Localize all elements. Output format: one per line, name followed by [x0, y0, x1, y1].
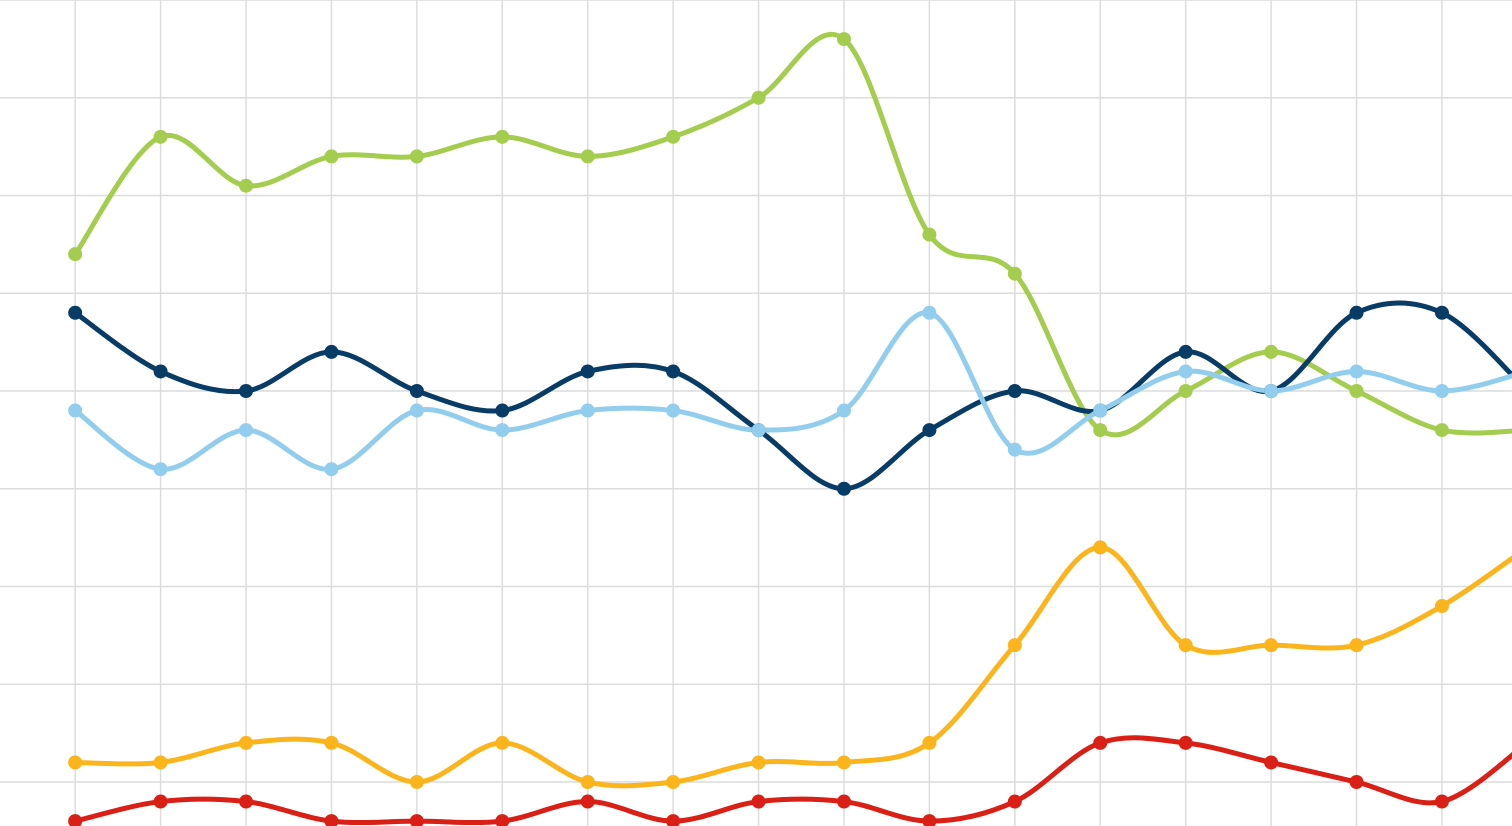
data-point-series-3-16: [1434, 384, 1449, 399]
data-point-series-4-13: [1178, 638, 1193, 653]
data-point-series-5-2: [239, 794, 254, 809]
data-point-series-5-7: [666, 814, 681, 826]
series-line-4: [72, 544, 1512, 789]
data-point-series-4-7: [666, 775, 681, 790]
data-point-series-3-15: [1349, 364, 1364, 379]
data-point-series-3-8: [751, 423, 766, 438]
vertical-gridlines: [74, 0, 1443, 826]
data-point-series-3-2: [239, 423, 254, 438]
data-point-series-3-3: [324, 462, 339, 477]
data-point-series-5-12: [1093, 735, 1108, 750]
data-point-series-4-15: [1349, 638, 1364, 653]
data-point-series-4-9: [836, 755, 851, 770]
data-point-series-1-16: [1434, 423, 1449, 438]
data-point-series-5-6: [580, 794, 595, 809]
data-point-series-2-15: [1349, 305, 1364, 320]
data-point-series-4-6: [580, 775, 595, 790]
data-point-series-3-7: [666, 403, 681, 418]
data-point-series-5-1: [153, 794, 168, 809]
data-point-series-1-8: [751, 90, 766, 105]
data-point-series-5-16: [1434, 794, 1449, 809]
data-point-series-5-0: [68, 814, 83, 826]
data-point-series-2-10: [922, 423, 937, 438]
data-point-series-4-4: [409, 775, 424, 790]
data-point-series-3-9: [836, 403, 851, 418]
data-point-series-1-12: [1093, 423, 1108, 438]
data-point-series-1-6: [580, 149, 595, 164]
data-point-series-3-10: [922, 305, 937, 320]
data-point-series-1-1: [153, 129, 168, 144]
series-line-5: [72, 735, 1512, 826]
data-point-series-2-11: [1007, 384, 1022, 399]
data-point-series-4-3: [324, 735, 339, 750]
data-point-series-1-2: [239, 178, 254, 193]
data-point-series-5-9: [836, 794, 851, 809]
data-point-series-4-0: [68, 755, 83, 770]
data-point-series-5-15: [1349, 775, 1364, 790]
data-point-series-5-13: [1178, 735, 1193, 750]
data-point-series-4-5: [495, 735, 510, 750]
data-point-series-5-14: [1264, 755, 1279, 770]
data-point-series-1-11: [1007, 266, 1022, 281]
data-point-series-2-4: [409, 384, 424, 399]
data-point-series-1-3: [324, 149, 339, 164]
series-points: [68, 32, 1449, 826]
data-point-series-3-14: [1264, 384, 1279, 399]
data-point-series-2-1: [153, 364, 168, 379]
data-point-series-5-4: [409, 814, 424, 826]
data-point-series-2-5: [495, 403, 510, 418]
data-point-series-1-0: [68, 247, 83, 262]
data-point-series-3-1: [153, 462, 168, 477]
data-point-series-4-8: [751, 755, 766, 770]
data-point-series-3-11: [1007, 442, 1022, 457]
data-point-series-4-10: [922, 735, 937, 750]
data-point-series-4-2: [239, 735, 254, 750]
data-point-series-5-10: [922, 814, 937, 826]
data-point-series-1-15: [1349, 384, 1364, 399]
data-point-series-5-8: [751, 794, 766, 809]
data-point-series-1-10: [922, 227, 937, 242]
data-point-series-2-0: [68, 305, 83, 320]
data-point-series-1-5: [495, 129, 510, 144]
data-point-series-1-4: [409, 149, 424, 164]
data-point-series-3-0: [68, 403, 83, 418]
data-point-series-4-12: [1093, 540, 1108, 555]
data-point-series-3-5: [495, 423, 510, 438]
data-point-series-5-11: [1007, 794, 1022, 809]
data-point-series-1-9: [836, 32, 851, 47]
data-point-series-2-7: [666, 364, 681, 379]
data-point-series-2-3: [324, 344, 339, 359]
data-point-series-3-6: [580, 403, 595, 418]
data-point-series-1-7: [666, 129, 681, 144]
data-point-series-5-3: [324, 814, 339, 826]
data-point-series-4-14: [1264, 638, 1279, 653]
data-point-series-5-5: [495, 814, 510, 826]
data-point-series-1-14: [1264, 344, 1279, 359]
data-point-series-1-13: [1178, 384, 1193, 399]
series-line-2: [72, 300, 1512, 492]
data-point-series-2-16: [1434, 305, 1449, 320]
data-point-series-3-12: [1093, 403, 1108, 418]
data-point-series-2-13: [1178, 344, 1193, 359]
data-point-series-4-11: [1007, 638, 1022, 653]
data-point-series-2-6: [580, 364, 595, 379]
data-point-series-3-4: [409, 403, 424, 418]
data-point-series-4-16: [1434, 599, 1449, 614]
data-point-series-3-13: [1178, 364, 1193, 379]
data-point-series-2-9: [836, 481, 851, 496]
data-point-series-2-2: [239, 384, 254, 399]
data-point-series-4-1: [153, 755, 168, 770]
series-lines: [72, 31, 1512, 826]
